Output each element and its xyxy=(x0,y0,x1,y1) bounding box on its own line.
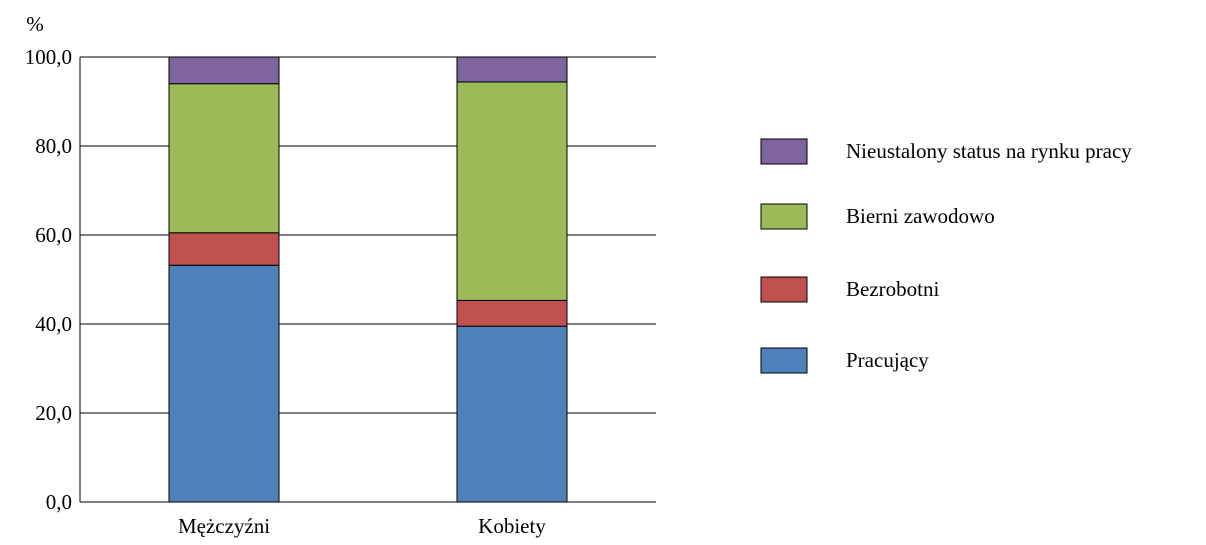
bar-segment xyxy=(168,83,280,234)
legend-label: Nieustalony status na rynku pracy xyxy=(846,139,1132,163)
legend-swatch xyxy=(760,138,808,165)
y-tick-label: 20,0 xyxy=(35,401,72,425)
bar-segment xyxy=(456,299,568,327)
legend-label: Pracujący xyxy=(846,348,929,372)
y-tick-label: 0,0 xyxy=(46,490,72,514)
legend-swatch xyxy=(760,203,808,230)
y-tick-label: 80,0 xyxy=(35,134,72,158)
legend-label: Bezrobotni xyxy=(846,277,939,301)
legend: Nieustalony status na rynku pracy Bierni … xyxy=(760,138,1132,374)
bar-segment xyxy=(168,232,280,266)
bar-segment xyxy=(456,325,568,503)
legend-label: Bierni zawodowo xyxy=(846,204,995,228)
y-tick-label: 100,0 xyxy=(25,45,72,69)
y-tick-label: 60,0 xyxy=(35,223,72,247)
bar-segment xyxy=(456,81,568,301)
x-tick-label: Kobiety xyxy=(478,514,546,538)
bars xyxy=(168,56,568,503)
gridlines xyxy=(80,56,656,503)
axes: 0,0 20,0 40,0 60,0 80,0 100,0 Mężczyźni Kobiety xyxy=(25,45,547,538)
x-tick-label: Mężczyźni xyxy=(178,514,270,538)
bar-segment xyxy=(168,264,280,503)
y-unit-label: % xyxy=(26,12,44,36)
legend-swatch xyxy=(760,276,808,303)
bar-segment xyxy=(456,56,568,83)
legend-swatch xyxy=(760,347,808,374)
bar-segment xyxy=(168,56,280,85)
y-tick-label: 40,0 xyxy=(35,312,72,336)
